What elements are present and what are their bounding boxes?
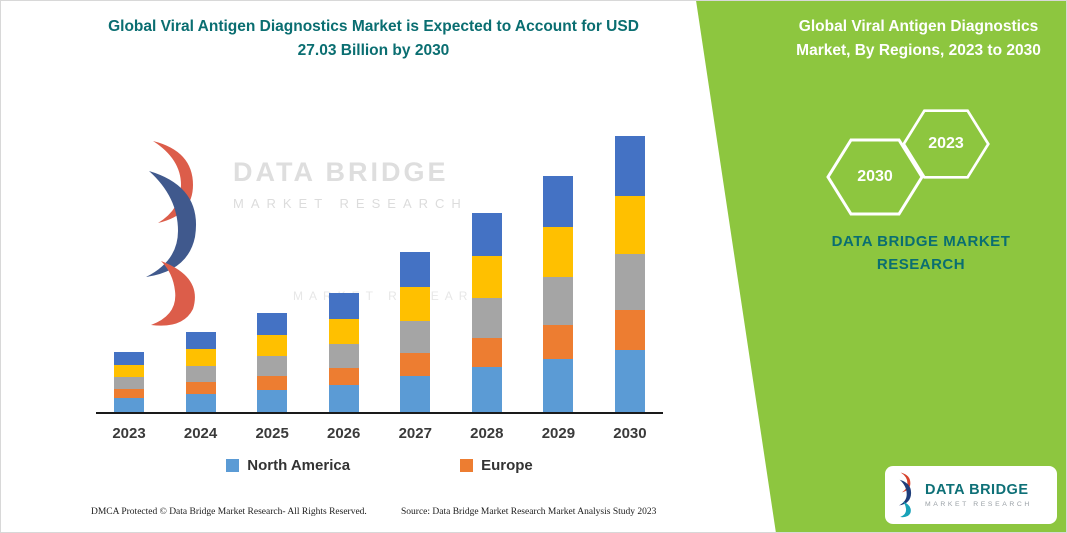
x-label-2024: 2024 [183,425,218,442]
bar-segment [257,376,288,390]
bar-segment [471,367,502,412]
bar-segment [185,382,216,394]
data-bridge-watermark-logo-icon [146,141,197,326]
bar-segment [400,353,431,376]
bar-segment [614,310,645,350]
bar-2024 [185,332,216,412]
watermark: DATA BRIDGE MARKET RESEARCH MARKET RESEA… [131,139,503,329]
bar-segment [114,398,144,412]
bar-segment [257,356,288,376]
bar-2023 [114,352,144,412]
footer-source-text: Source: Data Bridge Market Research Mark… [401,507,657,517]
chart-legend: North America Europe [96,457,663,474]
data-bridge-logo-card: DATA BRIDGE MARKET RESEARCH [885,466,1057,524]
x-label-2028: 2028 [470,425,504,442]
x-label-2026: 2026 [327,425,361,442]
bar-segment [185,394,216,412]
legend-swatch [460,459,474,472]
bar-segment [185,349,216,366]
bar-2029 [543,176,574,412]
bar-segment [114,365,144,377]
bar-segment [400,376,431,412]
bar-segment [471,256,502,298]
bar-segment [400,321,431,353]
bar-segment [400,252,431,287]
legend-item: Europe [460,457,533,474]
hexagon-outline-icon [902,109,990,179]
logo-subtitle: MARKET RESEARCH [925,501,1032,508]
hexagon-outline-icon [826,138,924,216]
bar-segment [614,196,645,254]
bar-segment [328,385,359,412]
x-label-2023: 2023 [112,425,146,442]
brand-caption: DATA BRIDGE MARKET RESEARCH [831,233,1011,273]
data-bridge-logo-icon [898,472,912,518]
bar-segment [471,213,502,256]
hexagon-2030: 2030 [825,137,925,217]
bar-segment [614,350,645,412]
bar-segment [328,368,359,385]
bar-2030 [614,136,645,412]
bar-segment [257,390,288,412]
bar-2028 [471,213,502,412]
bar-segment [614,136,645,196]
bar-segment [328,293,359,319]
logo-title: DATA BRIDGE [925,482,1029,498]
legend-label: Europe [481,457,533,474]
bars-area [96,136,663,412]
hexagon-2030-label: 2030 [857,168,893,185]
right-panel-heading: Global Viral Antigen Diagnostics Market,… [796,18,1041,60]
bar-segment [185,366,216,382]
legend-label: North America [247,457,351,474]
bar-segment [543,325,574,359]
bar-segment [114,389,144,398]
chart-title: Global Viral Antigen Diagnostics Market … [108,18,639,60]
x-label-2030: 2030 [613,425,647,442]
bar-segment [114,352,144,365]
bar-segment [543,227,574,277]
x-axis-labels: 2023 2024 2025 2026 2027 2028 2029 2030 [96,425,663,442]
bar-segment [328,344,359,368]
watermark-text-line1: DATA BRIDGE [233,157,449,187]
footer-dmca-text: DMCA Protected © Data Bridge Market Rese… [91,507,367,517]
bar-segment [185,332,216,349]
bar-segment [543,176,574,227]
bar-segment [543,277,574,325]
bar-segment [543,359,574,412]
watermark-text-line2: MARKET RESEARCH [233,196,468,211]
bar-segment [400,287,431,321]
bar-segment [614,254,645,310]
bar-segment [471,338,502,367]
bar-segment [257,335,288,356]
bar-2025 [257,313,288,412]
bar-segment [114,377,144,389]
x-label-2025: 2025 [255,425,289,442]
bar-2026 [328,293,359,412]
bar-2027 [400,252,431,412]
hexagon-2023: 2023 [900,108,992,180]
stacked-bar-chart [96,126,663,414]
x-label-2029: 2029 [541,425,576,442]
x-label-2027: 2027 [398,425,432,442]
legend-item: North America [226,457,350,474]
hexagon-2023-label: 2023 [928,135,964,152]
bar-segment [471,298,502,338]
legend-swatch [226,459,240,472]
bar-segment [257,313,288,335]
bar-segment [328,319,359,344]
